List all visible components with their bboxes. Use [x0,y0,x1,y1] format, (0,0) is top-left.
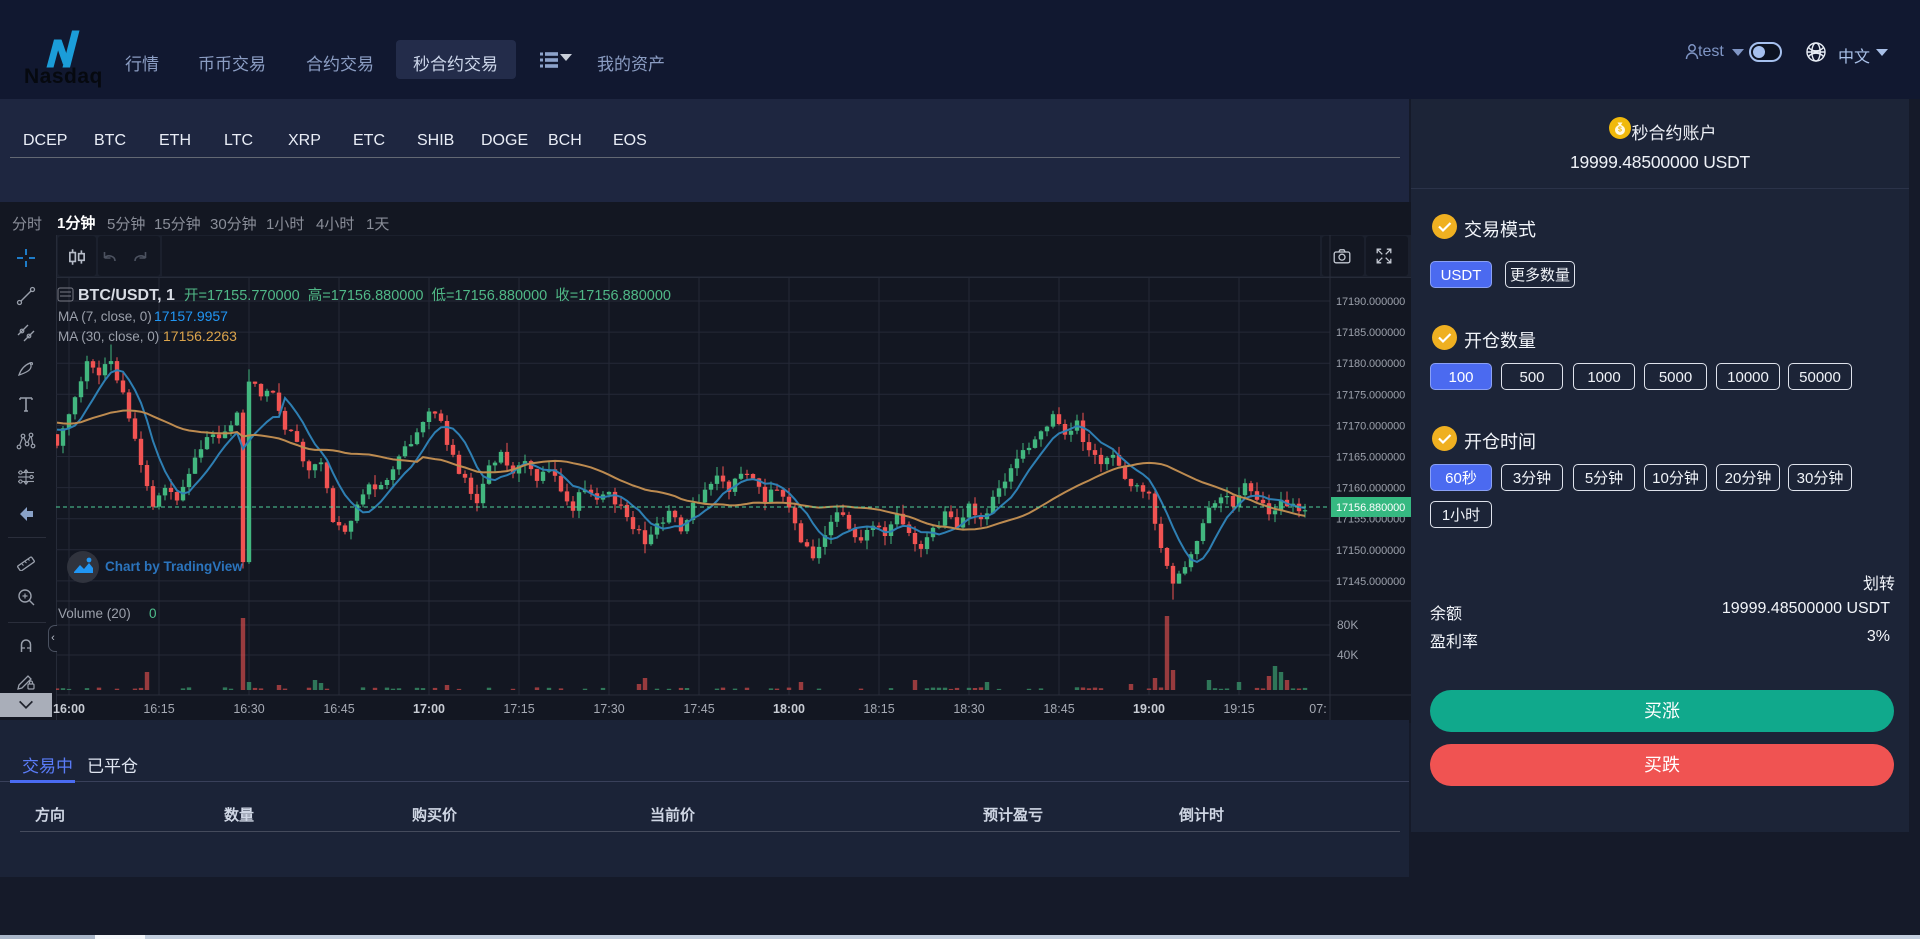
svg-text:17185.000000: 17185.000000 [1336,327,1405,339]
svg-text:17170.000000: 17170.000000 [1336,420,1405,432]
svg-text:16:45: 16:45 [323,702,354,716]
svg-text:17157.9957: 17157.9957 [154,308,228,324]
svg-text:40K: 40K [1337,648,1358,662]
svg-text:17175.000000: 17175.000000 [1336,389,1405,401]
svg-text:17145.000000: 17145.000000 [1336,576,1405,588]
svg-text:18:45: 18:45 [1043,702,1074,716]
svg-text:18:30: 18:30 [953,702,984,716]
svg-text:BTC/USDT, 1: BTC/USDT, 1 [78,287,175,304]
svg-text:$: $ [1618,127,1622,134]
svg-text:17180.000000: 17180.000000 [1336,358,1405,370]
svg-text:开=17155.770000 高=17156.880000: 开=17155.770000 高=17156.880000 低=17156.88… [184,287,671,304]
svg-text:17160.000000: 17160.000000 [1336,483,1405,495]
svg-text:17190.000000: 17190.000000 [1336,296,1405,308]
svg-text:07:: 07: [1309,702,1326,716]
svg-text:MA (7, close, 0): MA (7, close, 0) [58,309,152,324]
svg-text:18:15: 18:15 [863,702,894,716]
svg-text:80K: 80K [1337,618,1358,632]
svg-text:17150.000000: 17150.000000 [1336,545,1405,557]
svg-text:17165.000000: 17165.000000 [1336,452,1405,464]
svg-text:16:15: 16:15 [143,702,174,716]
svg-text:MA (30, close, 0): MA (30, close, 0) [58,329,159,344]
svg-text:19:15: 19:15 [1223,702,1254,716]
svg-text:17:30: 17:30 [593,702,624,716]
svg-text:16:00: 16:00 [53,702,85,716]
svg-text:17:45: 17:45 [683,702,714,716]
svg-text:17156.880000: 17156.880000 [1336,502,1405,514]
svg-text:Chart by TradingView: Chart by TradingView [105,559,243,574]
svg-text:18:00: 18:00 [773,702,805,716]
svg-text:0: 0 [149,606,157,621]
svg-text:17156.2263: 17156.2263 [163,328,237,344]
svg-text:16:30: 16:30 [233,702,264,716]
svg-text:17:15: 17:15 [503,702,534,716]
svg-text:19:00: 19:00 [1133,702,1165,716]
svg-text:Volume (20): Volume (20) [58,606,131,621]
svg-text:17:00: 17:00 [413,702,445,716]
